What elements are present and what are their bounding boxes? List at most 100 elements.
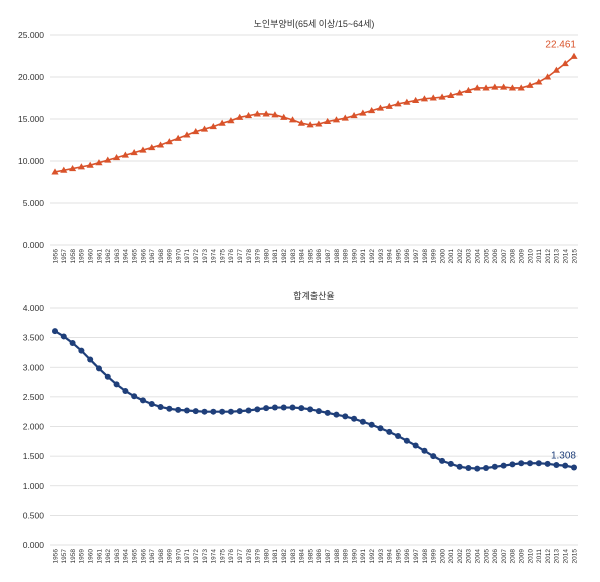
x-tick-label: 1996 [404, 549, 411, 564]
x-tick-label: 1970 [175, 549, 182, 564]
data-point [439, 457, 446, 464]
data-point [430, 453, 437, 460]
data-point [104, 156, 112, 163]
x-tick-label: 1958 [70, 249, 77, 264]
data-point [192, 408, 199, 415]
x-tick-label: 2010 [527, 549, 534, 564]
data-point [509, 461, 516, 468]
x-tick-label: 1957 [61, 249, 68, 264]
x-tick-label: 1973 [202, 549, 209, 564]
data-point [394, 100, 402, 107]
chart-title: 노인부양비(65세 이상/15~64세) [254, 19, 375, 29]
data-point [342, 413, 349, 420]
x-tick-label: 1978 [246, 549, 253, 564]
x-tick-label: 2009 [519, 249, 526, 264]
data-point [526, 81, 534, 88]
x-tick-label: 1962 [105, 549, 112, 564]
data-point [474, 465, 481, 472]
x-tick-label: 1969 [167, 249, 174, 264]
data-point [306, 121, 314, 128]
last-value-label: 1.308 [551, 451, 576, 462]
x-tick-label: 1980 [263, 549, 270, 564]
data-point [121, 151, 129, 158]
data-point [192, 128, 200, 135]
x-tick-label: 1956 [52, 549, 59, 564]
x-tick-label: 1975 [219, 549, 226, 564]
data-point [112, 154, 121, 161]
x-tick-label: 1984 [299, 549, 306, 564]
y-tick-label: 25.000 [18, 30, 44, 40]
x-tick-label: 1958 [70, 549, 77, 564]
x-tick-label: 2006 [492, 249, 499, 264]
series-line [54, 330, 575, 470]
data-point [473, 84, 481, 91]
data-point [421, 447, 428, 454]
x-tick-label: 1976 [228, 249, 235, 264]
y-tick-label: 5.000 [23, 198, 45, 208]
data-point [297, 119, 305, 126]
data-point [350, 112, 358, 119]
data-point [174, 134, 182, 141]
x-tick-label: 1987 [325, 249, 332, 264]
x-tick-label: 2001 [448, 249, 455, 264]
x-tick-label: 1986 [316, 249, 323, 264]
data-point [209, 122, 217, 130]
x-tick-label: 1987 [325, 549, 332, 564]
data-point [131, 393, 138, 400]
data-point [341, 114, 349, 121]
data-point [403, 98, 411, 105]
x-tick-label: 1995 [395, 549, 402, 564]
data-point [517, 84, 525, 91]
last-value-label: 22.461 [545, 39, 576, 50]
x-tick-label: 2003 [466, 249, 473, 264]
x-tick-label: 2008 [510, 549, 517, 564]
x-tick-label: 2010 [527, 249, 534, 264]
x-tick-label: 1980 [263, 249, 270, 264]
data-point [535, 460, 542, 467]
x-tick-label: 1997 [413, 249, 420, 264]
data-point [148, 143, 156, 151]
data-point [527, 460, 534, 467]
data-point [165, 138, 173, 145]
data-point [395, 432, 402, 439]
data-point [420, 95, 429, 102]
y-tick-label: 0.000 [23, 540, 45, 550]
data-point [60, 166, 68, 173]
data-point [262, 110, 270, 117]
x-tick-label: 1999 [431, 249, 438, 264]
data-point [298, 405, 305, 412]
x-tick-label: 1994 [387, 249, 394, 264]
x-tick-label: 1994 [387, 549, 394, 564]
data-point [236, 113, 244, 120]
x-tick-label: 1988 [334, 249, 341, 264]
x-tick-label: 2011 [536, 249, 543, 263]
data-point [456, 463, 463, 470]
x-tick-label: 2011 [536, 549, 543, 563]
data-point [148, 400, 155, 407]
x-tick-label: 1969 [167, 549, 174, 564]
data-point [113, 381, 120, 388]
x-tick-label: 2009 [519, 549, 526, 564]
data-point [500, 83, 508, 90]
x-tick-label: 1968 [158, 549, 165, 564]
data-point [332, 116, 341, 123]
data-point [227, 117, 235, 124]
x-tick-label: 1961 [96, 249, 103, 264]
x-tick-label: 1959 [79, 249, 86, 264]
data-point [447, 91, 455, 98]
data-point [368, 107, 376, 114]
x-tick-label: 1964 [123, 249, 130, 264]
x-tick-label: 1971 [184, 249, 191, 264]
y-tick-label: 4.000 [23, 303, 45, 313]
data-point [166, 405, 173, 412]
data-point [456, 89, 464, 96]
data-point [324, 117, 332, 125]
x-tick-label: 1977 [237, 549, 244, 564]
data-point [570, 52, 578, 59]
y-tick-label: 0.500 [23, 510, 45, 520]
x-tick-label: 2004 [475, 549, 482, 564]
x-tick-label: 1992 [369, 249, 376, 264]
fertility-rate-chart: 합계출산율 0.000 0.500 1.000 1.500 2.000 2.500 3.000… [23, 290, 579, 563]
data-point [77, 163, 85, 170]
